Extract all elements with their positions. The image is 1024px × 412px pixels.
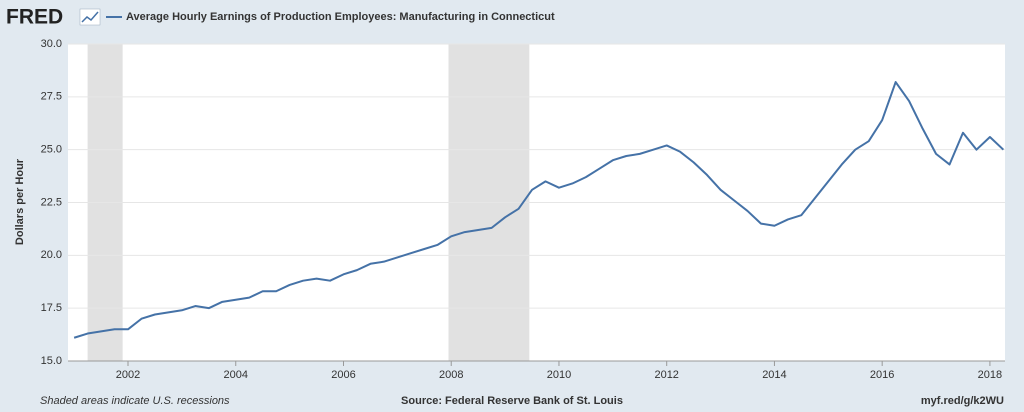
y-tick-label: 20.0 bbox=[41, 249, 62, 261]
y-axis-label: Dollars per Hour bbox=[14, 158, 26, 245]
x-tick-label: 2012 bbox=[654, 369, 678, 381]
x-tick-label: 2004 bbox=[224, 369, 248, 381]
y-tick-label: 25.0 bbox=[41, 144, 62, 156]
x-tick-label: 2002 bbox=[116, 369, 140, 381]
y-tick-label: 17.5 bbox=[41, 302, 62, 314]
x-tick-label: 2014 bbox=[762, 369, 786, 381]
y-tick-label: 22.5 bbox=[41, 196, 62, 208]
legend-label: Average Hourly Earnings of Production Em… bbox=[126, 11, 555, 23]
y-tick-label: 30.0 bbox=[41, 38, 62, 50]
x-tick-label: 2018 bbox=[978, 369, 1002, 381]
source: Source: Federal Reserve Bank of St. Loui… bbox=[401, 395, 623, 407]
x-tick-label: 2006 bbox=[331, 369, 355, 381]
y-tick-label: 15.0 bbox=[41, 355, 62, 367]
y-tick-label: 27.5 bbox=[41, 91, 62, 103]
logo-icon bbox=[79, 8, 101, 26]
x-tick-label: 2016 bbox=[870, 369, 894, 381]
line-series bbox=[73, 81, 1005, 339]
footnote: Shaded areas indicate U.S. recessions bbox=[40, 395, 230, 407]
x-tick-label: 2008 bbox=[439, 369, 463, 381]
logo: FRED bbox=[6, 6, 63, 29]
x-tick-label: 2010 bbox=[547, 369, 571, 381]
link: myf.red/g/k2WU bbox=[921, 395, 1004, 407]
